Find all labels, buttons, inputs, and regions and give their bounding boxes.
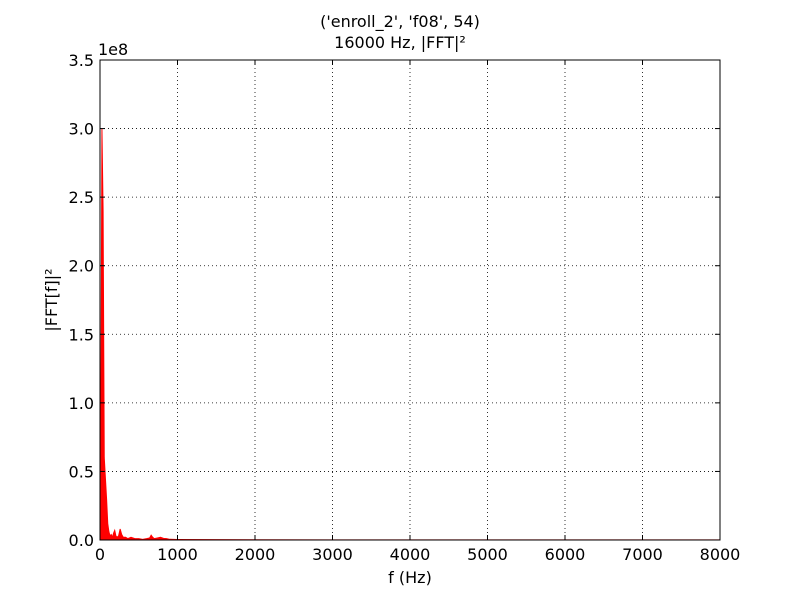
x-tick-label: 1000 xyxy=(157,545,198,564)
y-tick-label: 3.0 xyxy=(69,120,94,139)
chart-subtitle: 16000 Hz, |FFT|² xyxy=(334,33,466,52)
x-tick-label: 7000 xyxy=(622,545,663,564)
x-tick-label: 0 xyxy=(95,545,105,564)
grid xyxy=(100,60,720,540)
y-axis-multiplier: 1e8 xyxy=(98,40,128,59)
y-axis-label: |FFT[f]|² xyxy=(42,268,61,331)
y-tick-label: 2.5 xyxy=(69,188,94,207)
labels: ('enroll_2', 'f08', 54) 16000 Hz, |FFT|²… xyxy=(42,12,480,587)
y-tick-label: 0.5 xyxy=(69,462,94,481)
y-tick-label: 0.0 xyxy=(69,531,94,550)
x-tick-label: 2000 xyxy=(235,545,276,564)
y-tick-label: 1.0 xyxy=(69,394,94,413)
x-tick-label: 4000 xyxy=(390,545,431,564)
x-tick-label: 6000 xyxy=(545,545,586,564)
ticks: 0 1000 2000 3000 4000 5000 6000 7000 8000 0.0 0.5 1… xyxy=(69,51,741,564)
x-tick-label: 3000 xyxy=(312,545,353,564)
chart-title: ('enroll_2', 'f08', 54) xyxy=(320,12,480,32)
x-axis-label: f (Hz) xyxy=(388,568,432,587)
x-tick-label: 8000 xyxy=(700,545,741,564)
y-tick-label: 2.0 xyxy=(69,257,94,276)
y-tick-label: 3.5 xyxy=(69,51,94,70)
x-tick-label: 5000 xyxy=(467,545,508,564)
y-tick-label: 1.5 xyxy=(69,325,94,344)
